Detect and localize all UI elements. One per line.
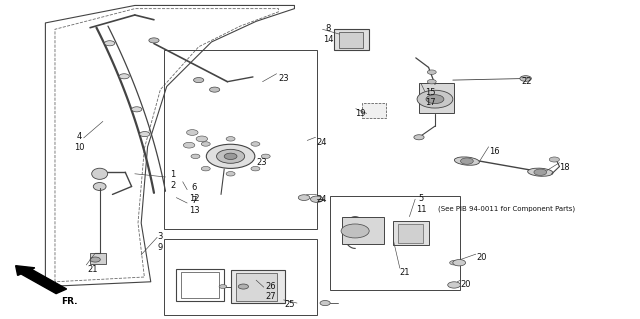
Circle shape xyxy=(191,154,200,159)
Circle shape xyxy=(417,90,453,108)
Bar xyxy=(180,272,219,298)
Circle shape xyxy=(104,41,115,46)
Circle shape xyxy=(183,142,195,148)
Circle shape xyxy=(202,142,210,146)
Text: 1
2: 1 2 xyxy=(170,170,175,190)
Circle shape xyxy=(238,284,248,289)
Bar xyxy=(164,50,317,229)
Circle shape xyxy=(414,135,424,140)
Circle shape xyxy=(426,95,444,104)
Text: 20: 20 xyxy=(476,254,487,263)
Circle shape xyxy=(226,137,235,141)
Text: FR.: FR. xyxy=(61,297,78,306)
Text: 16: 16 xyxy=(489,147,500,156)
Bar xyxy=(90,253,106,264)
Ellipse shape xyxy=(454,157,479,165)
Circle shape xyxy=(219,285,227,288)
Circle shape xyxy=(193,78,204,83)
Text: 21: 21 xyxy=(87,264,97,274)
Text: 3
9: 3 9 xyxy=(157,232,163,252)
Circle shape xyxy=(209,87,220,92)
Text: 20: 20 xyxy=(461,280,471,289)
Circle shape xyxy=(216,149,244,163)
Circle shape xyxy=(448,282,461,288)
Bar xyxy=(230,270,285,303)
Circle shape xyxy=(534,169,547,175)
Ellipse shape xyxy=(92,168,108,179)
Circle shape xyxy=(132,107,142,112)
Bar xyxy=(362,103,386,118)
Text: 7
13: 7 13 xyxy=(189,196,200,215)
Circle shape xyxy=(206,144,255,168)
Text: 24: 24 xyxy=(317,137,327,146)
Text: 4
10: 4 10 xyxy=(74,132,84,152)
Text: 18: 18 xyxy=(559,163,570,172)
Circle shape xyxy=(186,130,198,135)
Circle shape xyxy=(461,158,473,164)
Bar xyxy=(330,196,461,290)
Text: 22: 22 xyxy=(521,77,532,86)
Circle shape xyxy=(549,157,559,162)
Text: 25: 25 xyxy=(285,300,296,308)
Text: 23: 23 xyxy=(256,158,267,167)
Circle shape xyxy=(341,224,369,238)
Bar xyxy=(342,217,384,244)
Circle shape xyxy=(450,261,459,265)
FancyArrow shape xyxy=(15,266,67,293)
Circle shape xyxy=(261,154,270,159)
Circle shape xyxy=(119,74,129,79)
Text: 19: 19 xyxy=(355,109,365,118)
Bar xyxy=(398,224,424,243)
Bar xyxy=(164,239,317,315)
Circle shape xyxy=(251,167,260,171)
Text: 15
17: 15 17 xyxy=(426,88,436,107)
Bar xyxy=(339,32,364,48)
Bar xyxy=(176,269,224,301)
Text: 23: 23 xyxy=(278,74,289,83)
Circle shape xyxy=(320,300,330,306)
Circle shape xyxy=(202,167,210,171)
Circle shape xyxy=(428,70,436,74)
Bar xyxy=(334,29,369,50)
Text: 6
12: 6 12 xyxy=(189,183,200,203)
Circle shape xyxy=(520,76,531,81)
Bar xyxy=(419,83,454,114)
Text: 26
27: 26 27 xyxy=(266,282,276,301)
Text: 24: 24 xyxy=(317,195,327,204)
Circle shape xyxy=(224,153,237,160)
Circle shape xyxy=(140,131,150,137)
Text: (See PIB 94-0011 for Component Parts): (See PIB 94-0011 for Component Parts) xyxy=(438,205,575,212)
Ellipse shape xyxy=(527,168,553,176)
Circle shape xyxy=(90,257,100,262)
Bar xyxy=(394,221,429,245)
Text: 21: 21 xyxy=(400,268,410,277)
Circle shape xyxy=(226,172,235,176)
Circle shape xyxy=(149,38,159,43)
Ellipse shape xyxy=(93,182,106,190)
Circle shape xyxy=(428,79,436,84)
Circle shape xyxy=(196,136,207,142)
Circle shape xyxy=(251,142,260,146)
Circle shape xyxy=(298,195,310,200)
Bar xyxy=(236,272,277,300)
Text: 8
14: 8 14 xyxy=(323,24,333,44)
Text: 5
11: 5 11 xyxy=(416,194,426,214)
Circle shape xyxy=(310,196,323,202)
Circle shape xyxy=(453,260,466,266)
